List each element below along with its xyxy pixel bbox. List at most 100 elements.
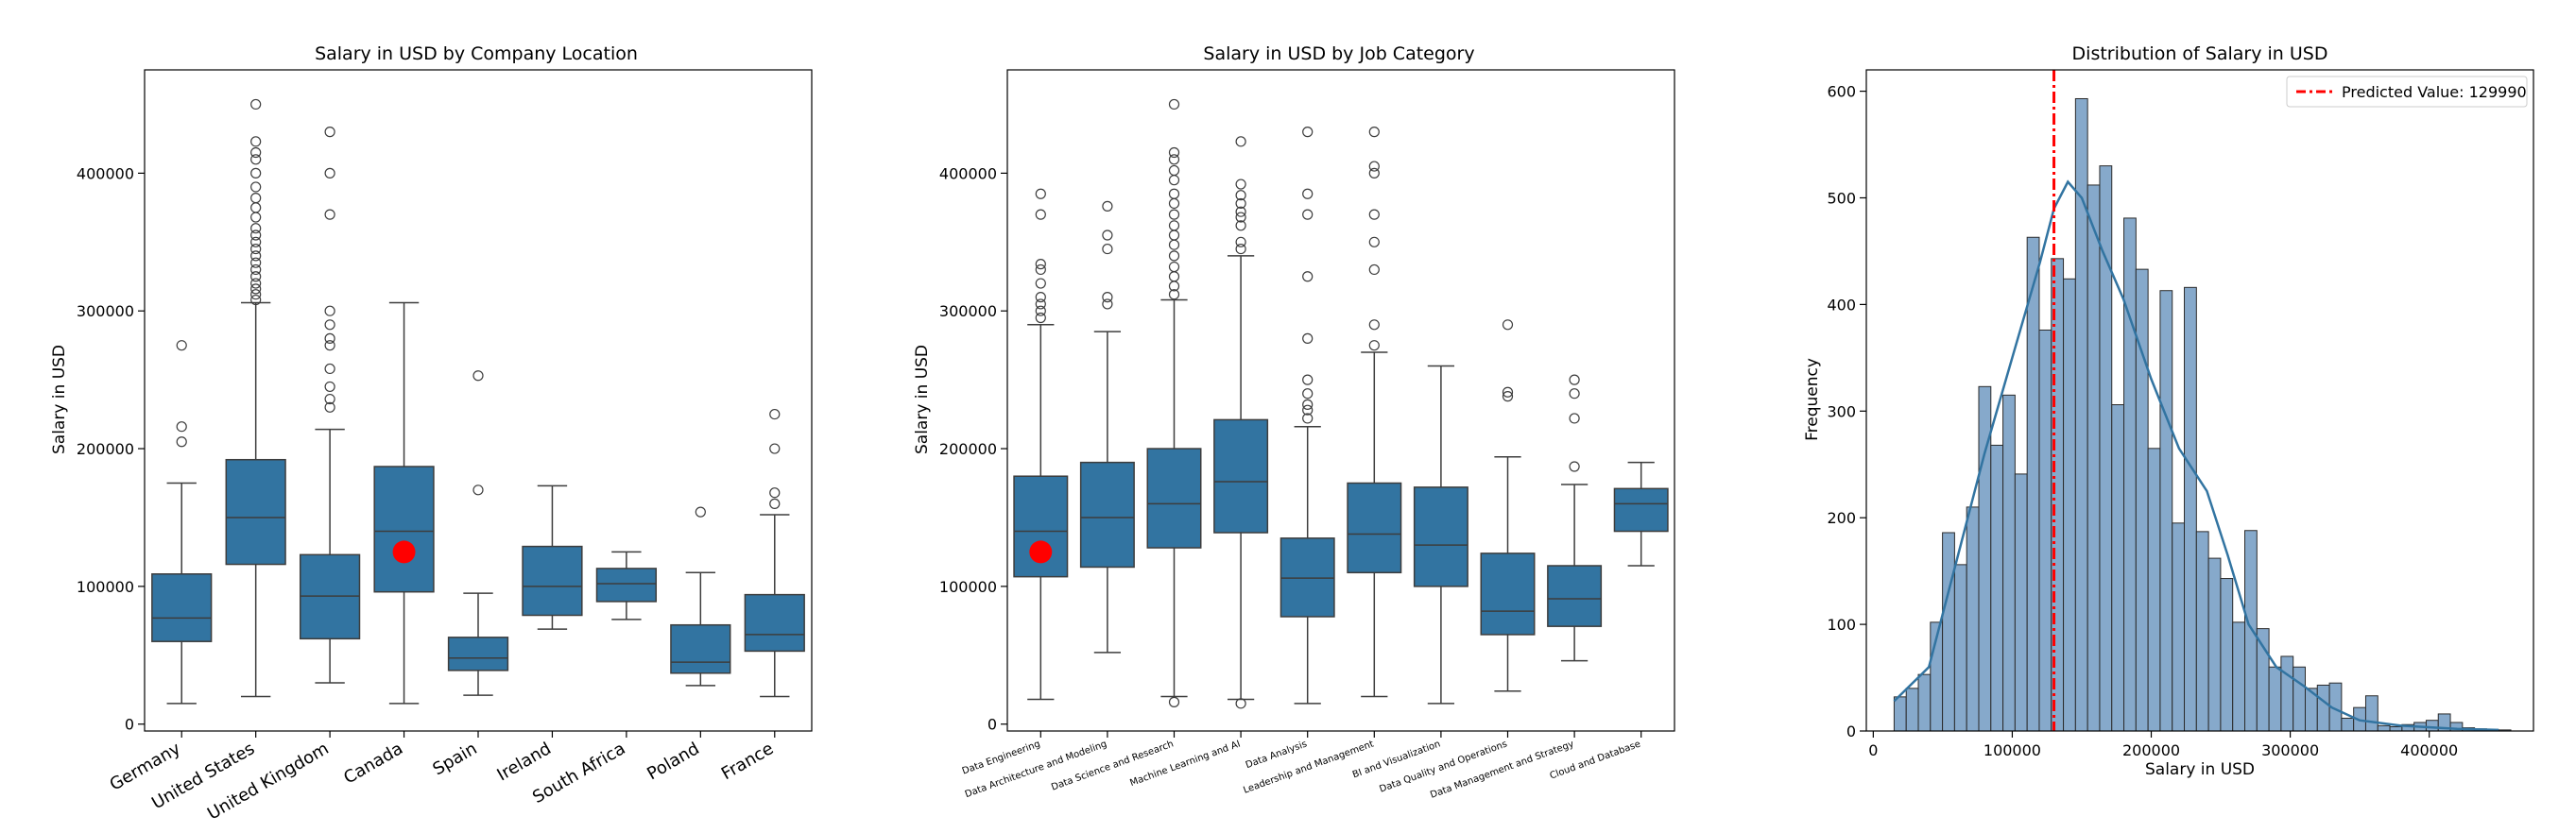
outlier-point xyxy=(1368,340,1380,351)
outlier-point xyxy=(1302,209,1314,220)
predicted-value-marker xyxy=(1029,540,1053,564)
histogram-bar xyxy=(2377,724,2391,732)
outlier-point xyxy=(324,332,335,344)
axes-frame-location xyxy=(144,69,813,732)
histogram-bar xyxy=(2293,666,2306,732)
outlier-point xyxy=(250,136,262,147)
y-tick-label: 200000 xyxy=(939,440,997,458)
box xyxy=(1413,486,1468,587)
outlier-point xyxy=(250,257,262,268)
histogram-bar xyxy=(2147,448,2161,732)
outlier-point xyxy=(1302,413,1314,424)
outlier-point xyxy=(1502,391,1514,402)
chart-title-distribution: Distribution of Salary in USD xyxy=(2072,43,2328,64)
y-tick-label: 100 xyxy=(1827,616,1856,634)
outlier-point xyxy=(1168,197,1180,210)
histogram-bar xyxy=(2341,717,2355,732)
outlier-point xyxy=(1235,178,1246,190)
x-tick-label: Canada xyxy=(340,739,406,788)
outlier-point xyxy=(250,167,262,178)
outlier-point xyxy=(324,319,335,331)
x-tick-label: Poland xyxy=(644,739,703,784)
y-axis-label-distribution: Frequency xyxy=(1803,358,1822,441)
outlier-point xyxy=(1235,136,1246,147)
outlier-point xyxy=(1502,319,1514,331)
kde-curve xyxy=(1893,179,2499,732)
outlier-point xyxy=(1235,698,1246,709)
y-axis-label-job-category: Salary in USD xyxy=(913,345,932,454)
y-tick-label: 100000 xyxy=(939,578,997,596)
outlier-point xyxy=(1168,98,1180,110)
panel-job-category: Salary in USD by Job Category Salary in … xyxy=(913,43,1675,801)
outlier-point xyxy=(1302,404,1314,416)
outlier-point xyxy=(1168,154,1180,165)
outlier-point xyxy=(472,370,484,382)
y-tick-label: 500 xyxy=(1827,189,1856,207)
outlier-point xyxy=(1035,259,1046,270)
y-tick-label: 0 xyxy=(125,716,134,734)
histogram-bar xyxy=(2268,666,2282,732)
histogram-bar xyxy=(2123,217,2137,732)
outlier-point xyxy=(1502,386,1514,398)
outlier-point xyxy=(1102,230,1113,241)
histogram-bar xyxy=(1990,444,2004,732)
outlier-point xyxy=(1102,243,1113,255)
outlier-point xyxy=(324,393,335,405)
predicted-value-marker xyxy=(392,540,416,564)
outlier-point xyxy=(1302,332,1314,344)
outlier-point xyxy=(1302,188,1314,199)
x-tick-label: 0 xyxy=(1868,741,1878,759)
y-tick-label: 600 xyxy=(1827,83,1856,101)
histogram-bar xyxy=(2316,684,2330,732)
legend-label: Predicted Value: 129990 xyxy=(2342,83,2527,101)
box xyxy=(522,545,583,617)
outlier-point xyxy=(250,278,262,289)
histogram-bar xyxy=(2159,290,2173,732)
outlier-point xyxy=(1569,461,1580,472)
outlier-point xyxy=(769,443,781,454)
outlier-point xyxy=(1102,292,1113,303)
histogram-bar xyxy=(2087,184,2101,732)
outlier-point xyxy=(324,401,335,413)
y-tick-label: 400 xyxy=(1827,296,1856,314)
outlier-point xyxy=(1168,220,1180,231)
y-tick-label: 200 xyxy=(1827,509,1856,527)
outlier-point xyxy=(250,294,262,306)
outlier-point xyxy=(1235,220,1246,231)
outlier-point xyxy=(1368,167,1380,178)
outlier-point xyxy=(1035,209,1046,220)
histogram-bar xyxy=(2014,473,2028,732)
box xyxy=(447,637,509,672)
histogram-bar xyxy=(1893,696,1907,732)
x-tick-label: Machine Learning and AI xyxy=(1128,739,1242,789)
outlier-point xyxy=(324,340,335,351)
y-tick-label: 0 xyxy=(987,716,997,734)
outlier-point xyxy=(1035,278,1046,289)
outlier-point xyxy=(1569,388,1580,400)
histogram-bar xyxy=(2280,655,2294,732)
x-tick-label: Ireland xyxy=(494,739,555,785)
outlier-point xyxy=(1235,243,1246,255)
outlier-point xyxy=(250,230,262,241)
outlier-point xyxy=(250,146,262,159)
outlier-point xyxy=(1302,127,1314,138)
outlier-point xyxy=(695,506,706,518)
outlier-point xyxy=(250,202,262,213)
outlier-point xyxy=(1368,161,1380,172)
y-tick-label: 300 xyxy=(1827,402,1856,420)
outlier-point xyxy=(250,181,262,193)
outlier-point xyxy=(324,127,335,138)
outlier-point xyxy=(1035,305,1046,316)
outlier-point xyxy=(1302,388,1314,400)
histogram-bar xyxy=(1966,506,1980,732)
legend: Predicted Value: 129990 xyxy=(2286,76,2528,108)
outlier-point xyxy=(250,271,262,282)
histogram-bar xyxy=(2195,531,2209,732)
x-tick-label: United Kingdom xyxy=(204,739,333,824)
x-tick-label: France xyxy=(718,739,777,784)
histogram-bar xyxy=(2389,725,2403,732)
y-tick-label: 400000 xyxy=(939,164,997,182)
axes-frame-distribution xyxy=(1865,69,2534,732)
